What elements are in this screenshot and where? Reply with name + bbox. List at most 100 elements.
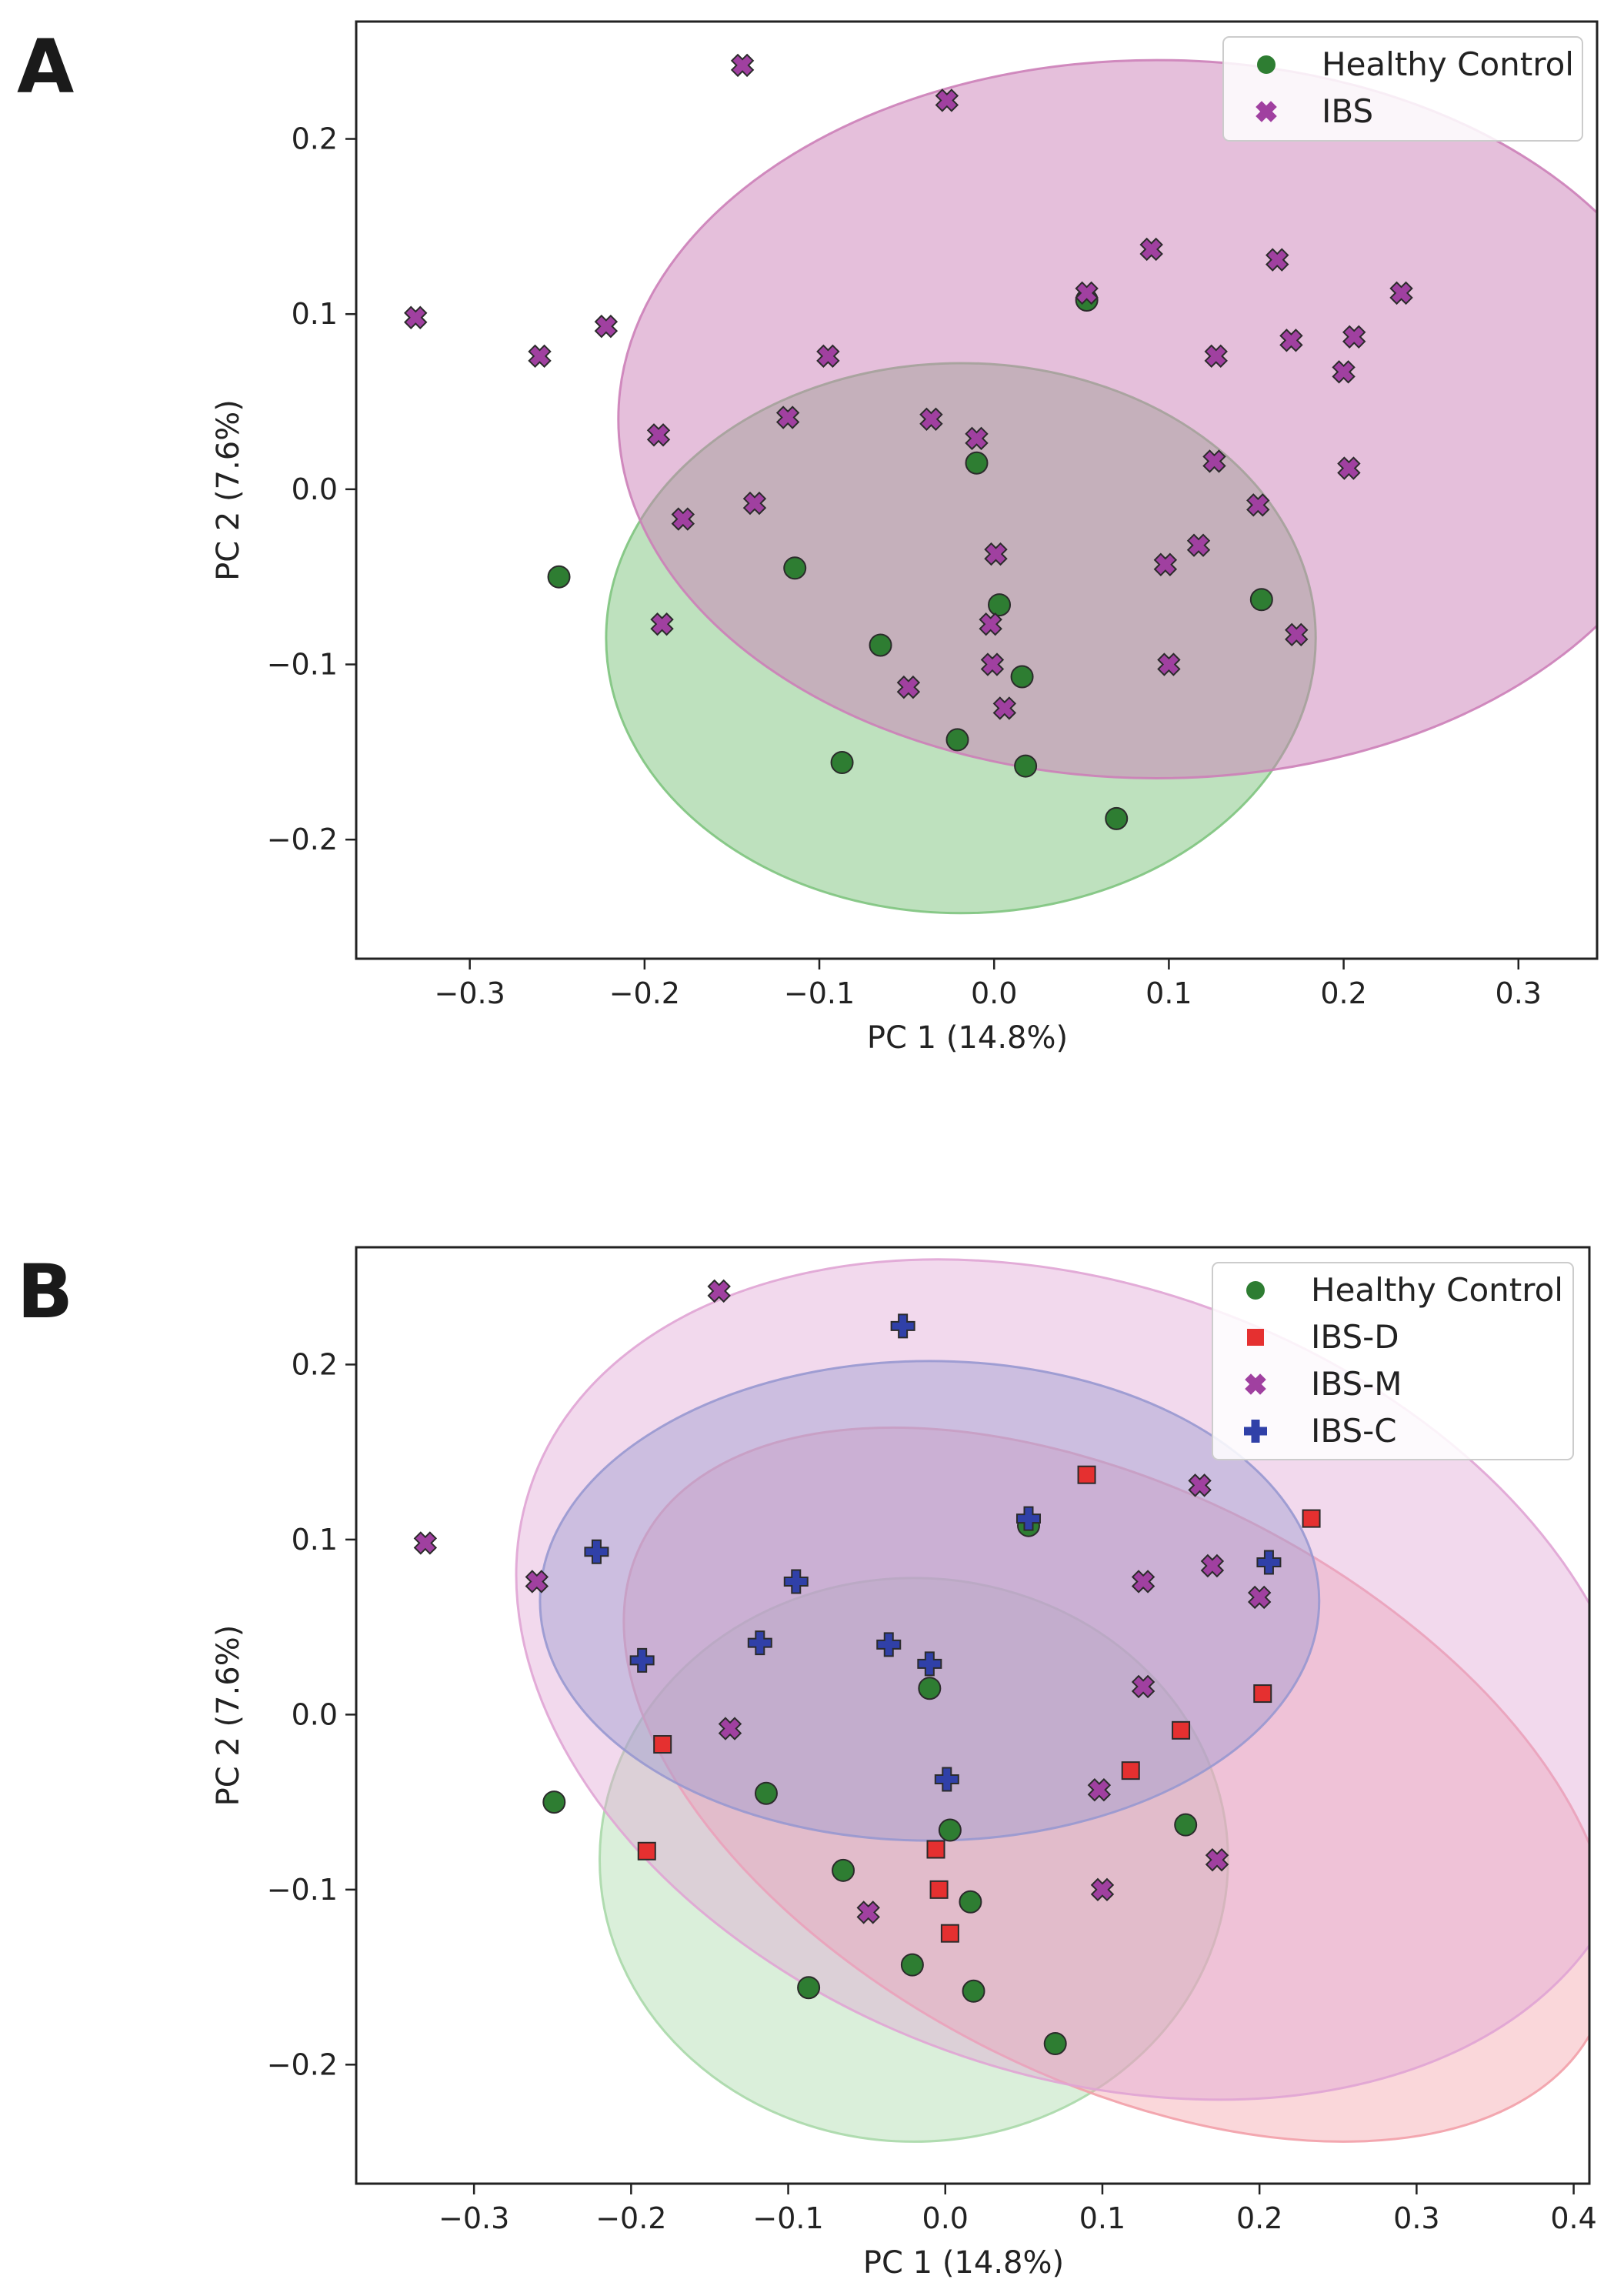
x-tick-label: 0.3 <box>1393 2201 1439 2235</box>
point-ibs <box>1246 493 1270 517</box>
point-ibs <box>984 542 1008 566</box>
point-healthy-control <box>938 1818 962 1842</box>
point-healthy-control <box>1249 588 1273 612</box>
point-ibs <box>594 314 619 339</box>
point-healthy-control <box>1043 2032 1067 2056</box>
point-ibs-m <box>1247 1585 1272 1610</box>
y-tick-label: 0.0 <box>292 472 338 506</box>
legend-box <box>1212 1262 1574 1460</box>
legend-label-ibs: IBS <box>1322 92 1373 130</box>
panel-letter-b: B <box>17 1249 73 1335</box>
y-tick-label: 0.2 <box>292 122 338 156</box>
x-tick-label: 0.1 <box>1079 2201 1125 2235</box>
point-ibs <box>979 612 1002 636</box>
point-healthy-control <box>547 565 571 589</box>
point-ibs-m <box>525 1570 549 1594</box>
point-ibs-m <box>1087 1777 1112 1802</box>
legend-marker-ibs-c <box>1244 1420 1267 1443</box>
point-ibs-c <box>876 1632 902 1657</box>
point-ibs-c <box>934 1767 959 1792</box>
legend-label-healthy-control: Healthy Control <box>1311 1271 1563 1309</box>
point-ibs-c <box>783 1569 809 1594</box>
point-ibs-d <box>1302 1509 1321 1528</box>
point-healthy-control <box>783 556 807 580</box>
ellipse-healthy-control <box>599 1577 1229 2143</box>
x-tick-label: 0.1 <box>1145 976 1192 1010</box>
point-healthy-control <box>1014 754 1038 778</box>
point-ibs-m <box>1205 1847 1229 1872</box>
y-axis-label: PC 2 (7.6%) <box>211 1625 246 1807</box>
y-tick-label: 0.1 <box>292 297 338 331</box>
point-healthy-control <box>918 1677 942 1700</box>
point-ibs <box>1332 360 1356 384</box>
point-ibs-d <box>1077 1465 1096 1484</box>
point-ibs <box>528 344 552 369</box>
y-tick-label: 0.0 <box>292 1697 338 1731</box>
point-ibs <box>1337 456 1361 480</box>
point-healthy-control <box>832 1858 855 1882</box>
point-ibs-m <box>707 1279 731 1303</box>
legend-label-ibs-d: IBS-D <box>1311 1318 1399 1356</box>
data-points <box>413 1279 1321 2056</box>
legend-marker-ibs-m <box>1245 1373 1266 1395</box>
point-ibs-c <box>747 1630 772 1656</box>
point-ibs <box>742 491 767 516</box>
point-ibs-d <box>637 1841 656 1860</box>
point-ibs <box>1204 344 1228 369</box>
point-ibs <box>775 405 800 429</box>
point-ibs-d <box>929 1880 949 1899</box>
y-tick-label: 0.2 <box>292 1347 338 1381</box>
x-tick-label: −0.2 <box>609 976 680 1010</box>
point-ibs <box>1153 552 1178 576</box>
point-ibs-d <box>1172 1720 1191 1740</box>
y-tick-label: −0.1 <box>267 1873 338 1907</box>
point-ibs <box>1202 449 1226 473</box>
point-healthy-control <box>1105 806 1129 830</box>
point-healthy-control <box>945 728 969 752</box>
panel-a: A −0.3 −0.2 −0.1 0.0 0.1 0.2 0.3 −0.2 −0.1 0.0 0.1… <box>17 20 1599 1056</box>
point-healthy-control <box>988 593 1012 617</box>
point-ibs-c <box>629 1647 655 1673</box>
x-tick-label: −0.3 <box>435 976 505 1010</box>
x-tick-label: 0.0 <box>922 2201 969 2235</box>
ellipse-ibs-c <box>539 1360 1321 1842</box>
point-healthy-control <box>1010 665 1034 689</box>
point-ibs <box>816 344 840 369</box>
x-axis-label: PC 1 (14.8%) <box>863 2245 1064 2281</box>
point-ibs-m <box>1200 1553 1225 1578</box>
point-ibs <box>992 696 1017 720</box>
point-ibs <box>1279 329 1303 352</box>
point-ibs-m <box>718 1717 742 1740</box>
x-tick-label: −0.2 <box>595 2201 666 2235</box>
point-ibs <box>935 88 959 112</box>
x-tick-label: 0.4 <box>1550 2201 1596 2235</box>
point-ibs-m <box>413 1531 438 1555</box>
point-ibs-m <box>1090 1877 1115 1902</box>
legend: Healthy Control IBS-D IBS-M IBS-C <box>1212 1262 1574 1460</box>
point-ibs-d <box>940 1924 959 1943</box>
panel-letter-a: A <box>17 24 74 110</box>
x-tick-label: 0.0 <box>971 976 1017 1010</box>
point-ibs-d <box>1253 1684 1272 1704</box>
point-healthy-control <box>1174 1813 1198 1837</box>
point-ibs-m <box>1131 1674 1155 1699</box>
point-ibs-c <box>917 1651 942 1677</box>
legend-marker-healthy-control <box>1246 1281 1265 1300</box>
x-tick-label: 0.2 <box>1236 2201 1282 2235</box>
point-ibs-m <box>856 1901 880 1924</box>
point-ibs <box>650 612 674 636</box>
point-ibs <box>1285 622 1309 647</box>
point-ibs <box>1075 281 1099 305</box>
point-healthy-control <box>754 1781 778 1805</box>
legend-label-ibs-m: IBS-M <box>1311 1365 1402 1403</box>
legend-label-healthy-control: Healthy Control <box>1322 45 1574 83</box>
point-ibs <box>980 652 1005 676</box>
y-tick-label: −0.1 <box>267 648 338 682</box>
point-ibs <box>671 507 695 531</box>
point-healthy-control <box>965 451 989 475</box>
y-tick-label: 0.1 <box>292 1523 338 1557</box>
x-tick-label: −0.1 <box>752 2201 823 2235</box>
point-healthy-control <box>900 1953 924 1977</box>
point-ibs <box>965 426 989 451</box>
